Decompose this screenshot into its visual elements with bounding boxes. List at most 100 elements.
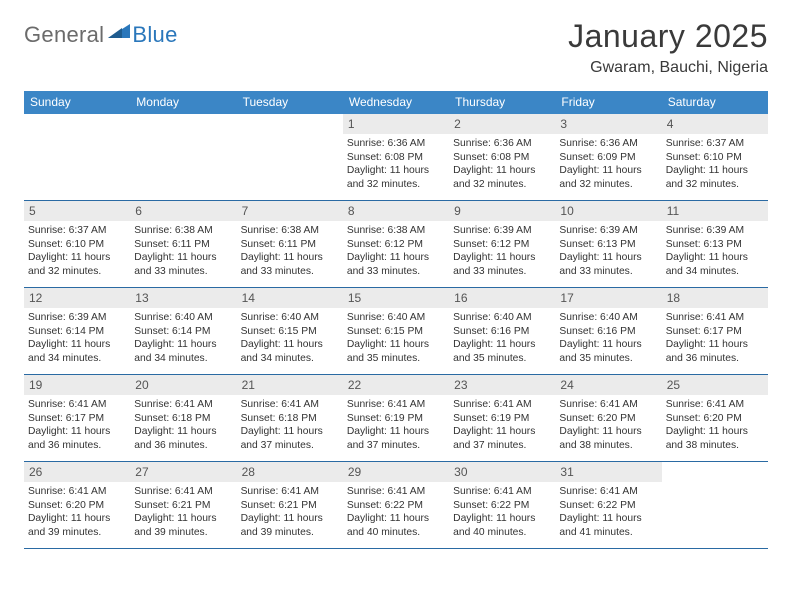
day-details: Sunrise: 6:40 AM Sunset: 6:16 PM Dayligh… — [559, 311, 657, 365]
day-number: 22 — [343, 375, 449, 395]
dow-friday: Friday — [555, 91, 661, 114]
calendar-day: 12 Sunrise: 6:39 AM Sunset: 6:14 PM Dayli… — [24, 288, 130, 374]
day-details: Sunrise: 6:41 AM Sunset: 6:17 PM Dayligh… — [28, 398, 126, 452]
calendar-week: 5 Sunrise: 6:37 AM Sunset: 6:10 PM Daylig… — [24, 201, 768, 288]
calendar-day: 2 Sunrise: 6:36 AM Sunset: 6:08 PM Daylig… — [449, 114, 555, 200]
calendar-day: 19 Sunrise: 6:41 AM Sunset: 6:17 PM Dayli… — [24, 375, 130, 461]
calendar-day: 7 Sunrise: 6:38 AM Sunset: 6:11 PM Daylig… — [237, 201, 343, 287]
day-details: Sunrise: 6:41 AM Sunset: 6:19 PM Dayligh… — [347, 398, 445, 452]
calendar-day: 25Sunrise: 6:41 AM Sunset: 6:20 PM Dayli… — [662, 375, 768, 461]
day-details: Sunrise: 6:39 AM Sunset: 6:13 PM Dayligh… — [666, 224, 764, 278]
day-number: 31 — [555, 462, 661, 482]
calendar-day-empty — [130, 114, 236, 200]
day-details: Sunrise: 6:41 AM Sunset: 6:20 PM Dayligh… — [559, 398, 657, 452]
day-number: 20 — [130, 375, 236, 395]
day-details: Sunrise: 6:36 AM Sunset: 6:08 PM Dayligh… — [347, 137, 445, 191]
day-number: 3 — [555, 114, 661, 134]
day-details: Sunrise: 6:37 AM Sunset: 6:10 PM Dayligh… — [28, 224, 126, 278]
day-number: 14 — [237, 288, 343, 308]
day-number: 19 — [24, 375, 130, 395]
day-details: Sunrise: 6:41 AM Sunset: 6:17 PM Dayligh… — [666, 311, 764, 365]
calendar-day: 6Sunrise: 6:38 AM Sunset: 6:11 PM Daylig… — [130, 201, 236, 287]
day-details: Sunrise: 6:41 AM Sunset: 6:22 PM Dayligh… — [559, 485, 657, 539]
calendar-day: 30 Sunrise: 6:41 AM Sunset: 6:22 PM Dayli… — [449, 462, 555, 548]
day-details: Sunrise: 6:41 AM Sunset: 6:22 PM Dayligh… — [453, 485, 551, 539]
day-number: 27 — [130, 462, 236, 482]
calendar-day: 22 Sunrise: 6:41 AM Sunset: 6:19 PM Dayli… — [343, 375, 449, 461]
day-number: 17 — [555, 288, 661, 308]
logo-triangle-icon — [108, 22, 130, 43]
calendar-week: 26Sunrise: 6:41 AM Sunset: 6:20 PM Dayli… — [24, 462, 768, 549]
day-details: Sunrise: 6:40 AM Sunset: 6:15 PM Dayligh… — [241, 311, 339, 365]
day-details: Sunrise: 6:41 AM Sunset: 6:18 PM Dayligh… — [241, 398, 339, 452]
day-number: 12 — [24, 288, 130, 308]
day-number: 7 — [237, 201, 343, 221]
day-details: Sunrise: 6:41 AM Sunset: 6:21 PM Dayligh… — [134, 485, 232, 539]
day-details: Sunrise: 6:41 AM Sunset: 6:18 PM Dayligh… — [134, 398, 232, 452]
title-block: January 2025 Gwaram, Bauchi, Nigeria — [568, 18, 768, 77]
day-number: 13 — [130, 288, 236, 308]
calendar: Sunday Monday Tuesday Wednesday Thursday… — [24, 91, 768, 549]
calendar-day: 16 Sunrise: 6:40 AM Sunset: 6:16 PM Dayli… — [449, 288, 555, 374]
day-number: 8 — [343, 201, 449, 221]
day-details: Sunrise: 6:38 AM Sunset: 6:12 PM Dayligh… — [347, 224, 445, 278]
logo-word-blue: Blue — [132, 22, 177, 48]
day-number: 11 — [662, 201, 768, 221]
dow-sunday: Sunday — [24, 91, 130, 114]
dow-saturday: Saturday — [662, 91, 768, 114]
day-details: Sunrise: 6:39 AM Sunset: 6:13 PM Dayligh… — [559, 224, 657, 278]
day-number: 10 — [555, 201, 661, 221]
calendar-day: 23Sunrise: 6:41 AM Sunset: 6:19 PM Dayli… — [449, 375, 555, 461]
day-details: Sunrise: 6:41 AM Sunset: 6:22 PM Dayligh… — [347, 485, 445, 539]
calendar-day: 1 Sunrise: 6:36 AM Sunset: 6:08 PM Daylig… — [343, 114, 449, 200]
day-number: 18 — [662, 288, 768, 308]
day-number: 28 — [237, 462, 343, 482]
day-number: 1 — [343, 114, 449, 134]
calendar-day: 26Sunrise: 6:41 AM Sunset: 6:20 PM Dayli… — [24, 462, 130, 548]
calendar-day: 17 Sunrise: 6:40 AM Sunset: 6:16 PM Dayli… — [555, 288, 661, 374]
calendar-day: 15Sunrise: 6:40 AM Sunset: 6:15 PM Dayli… — [343, 288, 449, 374]
header: General Blue January 2025 Gwaram, Bauchi… — [24, 18, 768, 77]
calendar-day: 31 Sunrise: 6:41 AM Sunset: 6:22 PM Dayli… — [555, 462, 661, 548]
day-details: Sunrise: 6:38 AM Sunset: 6:11 PM Dayligh… — [134, 224, 232, 278]
day-details: Sunrise: 6:38 AM Sunset: 6:11 PM Dayligh… — [241, 224, 339, 278]
calendar-week: 19 Sunrise: 6:41 AM Sunset: 6:17 PM Dayli… — [24, 375, 768, 462]
calendar-week: 1Sunrise: 6:36 AM Sunset: 6:08 PM Daylig… — [24, 114, 768, 201]
day-details: Sunrise: 6:40 AM Sunset: 6:16 PM Dayligh… — [453, 311, 551, 365]
calendar-day-empty — [24, 114, 130, 200]
calendar-day: 9Sunrise: 6:39 AM Sunset: 6:12 PM Daylig… — [449, 201, 555, 287]
calendar-day: 28Sunrise: 6:41 AM Sunset: 6:21 PM Dayli… — [237, 462, 343, 548]
calendar-day: 5 Sunrise: 6:37 AM Sunset: 6:10 PM Daylig… — [24, 201, 130, 287]
calendar-day: 13 Sunrise: 6:40 AM Sunset: 6:14 PM Dayli… — [130, 288, 236, 374]
location-subtitle: Gwaram, Bauchi, Nigeria — [568, 59, 768, 77]
calendar-day: 3 Sunrise: 6:36 AM Sunset: 6:09 PM Daylig… — [555, 114, 661, 200]
calendar-day: 27 Sunrise: 6:41 AM Sunset: 6:21 PM Dayli… — [130, 462, 236, 548]
calendar-day: 24 Sunrise: 6:41 AM Sunset: 6:20 PM Dayli… — [555, 375, 661, 461]
dow-tuesday: Tuesday — [237, 91, 343, 114]
calendar-day: 11 Sunrise: 6:39 AM Sunset: 6:13 PM Dayli… — [662, 201, 768, 287]
day-details: Sunrise: 6:41 AM Sunset: 6:20 PM Dayligh… — [666, 398, 764, 452]
calendar-day: 4 Sunrise: 6:37 AM Sunset: 6:10 PM Daylig… — [662, 114, 768, 200]
day-number: 30 — [449, 462, 555, 482]
day-number: 5 — [24, 201, 130, 221]
calendar-day-empty — [662, 462, 768, 548]
day-number: 16 — [449, 288, 555, 308]
day-number: 2 — [449, 114, 555, 134]
calendar-day: 18 Sunrise: 6:41 AM Sunset: 6:17 PM Dayli… — [662, 288, 768, 374]
day-details: Sunrise: 6:40 AM Sunset: 6:14 PM Dayligh… — [134, 311, 232, 365]
calendar-week: 12 Sunrise: 6:39 AM Sunset: 6:14 PM Dayli… — [24, 288, 768, 375]
day-number: 29 — [343, 462, 449, 482]
day-details: Sunrise: 6:37 AM Sunset: 6:10 PM Dayligh… — [666, 137, 764, 191]
logo: General Blue — [24, 18, 178, 48]
dow-monday: Monday — [130, 91, 236, 114]
day-details: Sunrise: 6:36 AM Sunset: 6:09 PM Dayligh… — [559, 137, 657, 191]
day-number: 24 — [555, 375, 661, 395]
day-number: 15 — [343, 288, 449, 308]
day-details: Sunrise: 6:39 AM Sunset: 6:14 PM Dayligh… — [28, 311, 126, 365]
calendar-day: 10 Sunrise: 6:39 AM Sunset: 6:13 PM Dayli… — [555, 201, 661, 287]
dow-thursday: Thursday — [449, 91, 555, 114]
day-number: 4 — [662, 114, 768, 134]
day-details: Sunrise: 6:36 AM Sunset: 6:08 PM Dayligh… — [453, 137, 551, 191]
day-number: 26 — [24, 462, 130, 482]
day-number: 9 — [449, 201, 555, 221]
